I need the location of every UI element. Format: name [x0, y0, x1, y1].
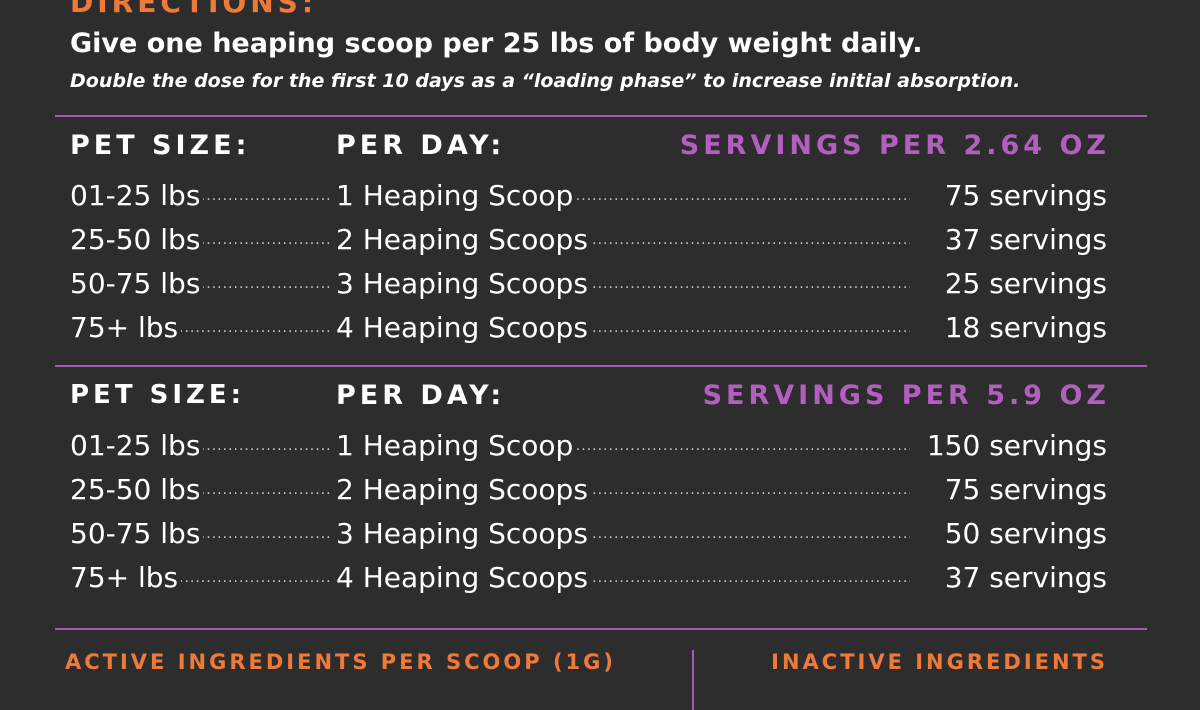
servings-cell: 25 servings [944, 267, 1110, 300]
inactive-ingredients-heading: INACTIVE INGREDIENTS [771, 650, 1108, 674]
per-day-cell: 4 Heaping Scoops [336, 311, 591, 344]
servings-cell: 75 servings [944, 473, 1110, 506]
pet-size-cell: 25-50 lbs [70, 223, 204, 256]
table1-pet-size-header: PET SIZE: [70, 130, 251, 161]
table-row: ........................................… [70, 514, 1110, 554]
active-ingredients-heading: ACTIVE INGREDIENTS PER SCOOP (1G) [65, 650, 616, 674]
per-day-cell: 1 Heaping Scoop [336, 179, 577, 212]
divider-middle [55, 365, 1147, 367]
directions-heading: DIRECTIONS: [70, 0, 318, 19]
pet-size-cell: 50-75 lbs [70, 517, 204, 550]
pet-size-cell: 25-50 lbs [70, 473, 204, 506]
divider-top [55, 115, 1147, 117]
table2-servings-header: SERVINGS PER 5.9 OZ [702, 380, 1110, 411]
ingredients-divider [692, 650, 694, 710]
table-row: ........................................… [70, 426, 1110, 466]
servings-cell: 18 servings [944, 311, 1110, 344]
servings-cell: 37 servings [944, 223, 1110, 256]
pet-size-cell: 01-25 lbs [70, 429, 204, 462]
per-day-cell: 4 Heaping Scoops [336, 561, 591, 594]
table1-servings-header: SERVINGS PER 2.64 OZ [679, 130, 1110, 161]
servings-cell: 75 servings [944, 179, 1110, 212]
table2-pet-size-header: PET SIZE: [70, 380, 246, 410]
pet-size-cell: 01-25 lbs [70, 179, 204, 212]
per-day-cell: 2 Heaping Scoops [336, 473, 591, 506]
table2-per-day-header: PER DAY: [336, 380, 506, 411]
per-day-cell: 3 Heaping Scoops [336, 267, 591, 300]
table-row: ........................................… [70, 470, 1110, 510]
table-row: ........................................… [70, 176, 1110, 216]
table-row: ........................................… [70, 308, 1110, 348]
pet-size-cell: 50-75 lbs [70, 267, 204, 300]
pet-size-cell: 75+ lbs [70, 561, 182, 594]
divider-bottom [55, 628, 1147, 630]
pet-size-cell: 75+ lbs [70, 311, 182, 344]
servings-cell: 50 servings [944, 517, 1110, 550]
table1-per-day-header: PER DAY: [336, 130, 506, 161]
servings-cell: 150 servings [926, 429, 1110, 462]
directions-note: Double the dose for the first 10 days as… [70, 70, 1021, 92]
table-row: ........................................… [70, 264, 1110, 304]
servings-cell: 37 servings [944, 561, 1110, 594]
per-day-cell: 3 Heaping Scoops [336, 517, 591, 550]
table-row: ........................................… [70, 220, 1110, 260]
directions-main-text: Give one heaping scoop per 25 lbs of bod… [70, 28, 923, 59]
per-day-cell: 2 Heaping Scoops [336, 223, 591, 256]
table-row: ........................................… [70, 558, 1110, 598]
per-day-cell: 1 Heaping Scoop [336, 429, 577, 462]
